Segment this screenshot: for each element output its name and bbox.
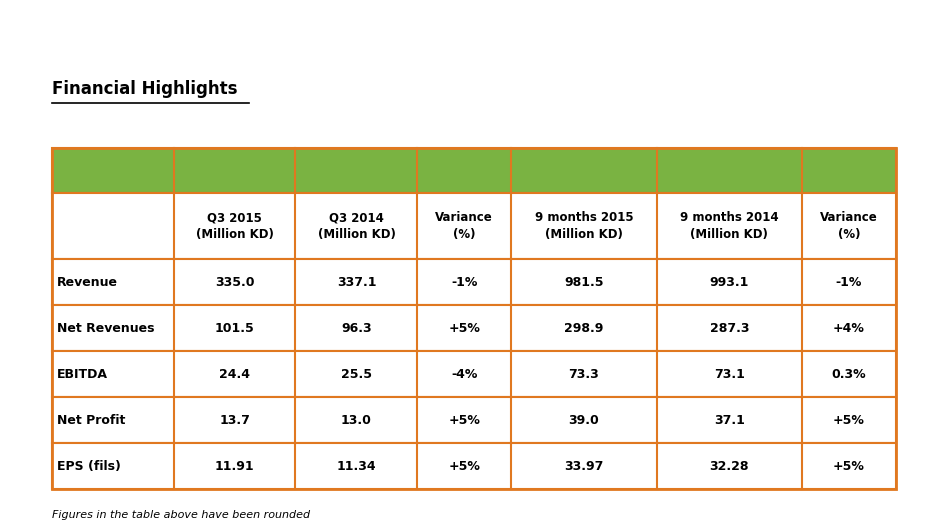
Text: +4%: +4%: [833, 322, 865, 335]
Text: +5%: +5%: [833, 460, 865, 473]
Text: 993.1: 993.1: [710, 276, 749, 289]
Text: 73.1: 73.1: [714, 368, 745, 381]
Text: Q3 2014
(Million KD): Q3 2014 (Million KD): [317, 211, 396, 241]
Bar: [52, 259, 896, 305]
Text: 0.3%: 0.3%: [832, 368, 866, 381]
Text: 335.0: 335.0: [215, 276, 254, 289]
Text: -1%: -1%: [451, 276, 477, 289]
Text: +5%: +5%: [448, 322, 480, 335]
Text: 11.91: 11.91: [215, 460, 254, 473]
Text: 24.4: 24.4: [219, 368, 250, 381]
Text: 33.97: 33.97: [565, 460, 603, 473]
Text: 101.5: 101.5: [215, 322, 254, 335]
Text: Variance
(%): Variance (%): [820, 211, 878, 241]
Text: -1%: -1%: [836, 276, 862, 289]
Text: Financial Highlights: Financial Highlights: [52, 79, 237, 98]
Text: 73.3: 73.3: [568, 368, 599, 381]
Text: -4%: -4%: [451, 368, 477, 381]
Text: 337.1: 337.1: [337, 276, 376, 289]
Bar: [52, 397, 896, 443]
Text: 298.9: 298.9: [565, 322, 603, 335]
Text: Revenue: Revenue: [57, 276, 118, 289]
Text: 13.7: 13.7: [219, 414, 250, 427]
Text: Figures in the table above have been rounded: Figures in the table above have been rou…: [52, 510, 310, 521]
Bar: [52, 193, 896, 259]
Text: +5%: +5%: [448, 414, 480, 427]
Bar: [52, 148, 896, 489]
Bar: [52, 305, 896, 351]
Text: 287.3: 287.3: [709, 322, 749, 335]
Text: 25.5: 25.5: [340, 368, 372, 381]
Text: Variance
(%): Variance (%): [435, 211, 493, 241]
Text: 37.1: 37.1: [714, 414, 745, 427]
Text: 981.5: 981.5: [564, 276, 604, 289]
Text: Q3 2015
(Million KD): Q3 2015 (Million KD): [195, 211, 274, 241]
Text: EBITDA: EBITDA: [57, 368, 108, 381]
Text: 13.0: 13.0: [341, 414, 371, 427]
Text: 9 months 2014
(Million KD): 9 months 2014 (Million KD): [680, 211, 779, 241]
Text: 11.34: 11.34: [337, 460, 376, 473]
Text: EPS (fils): EPS (fils): [57, 460, 121, 473]
Bar: [52, 351, 896, 397]
Text: 39.0: 39.0: [568, 414, 599, 427]
Text: Net Revenues: Net Revenues: [57, 322, 155, 335]
Text: +5%: +5%: [448, 460, 480, 473]
Text: 9 months 2015
(Million KD): 9 months 2015 (Million KD): [535, 211, 633, 241]
Bar: [52, 443, 896, 489]
Text: Net Profit: Net Profit: [57, 414, 126, 427]
Text: 96.3: 96.3: [341, 322, 371, 335]
Text: 32.28: 32.28: [709, 460, 749, 473]
Bar: [52, 148, 896, 193]
Text: +5%: +5%: [833, 414, 865, 427]
